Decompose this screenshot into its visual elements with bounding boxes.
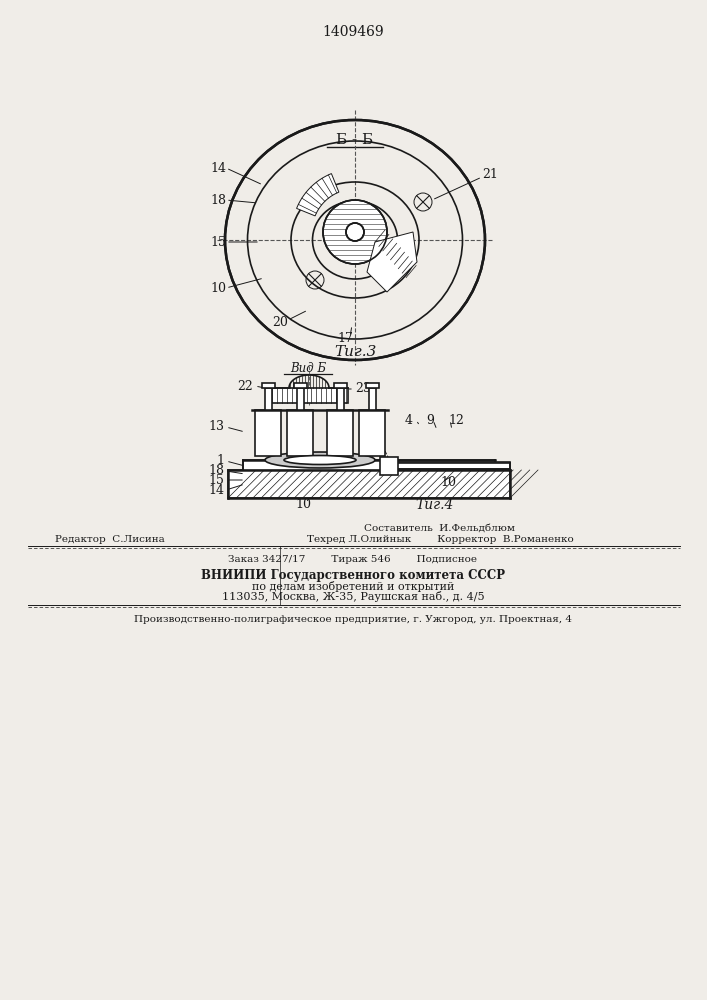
Text: 14: 14 <box>208 484 224 496</box>
Ellipse shape <box>284 456 356 464</box>
Circle shape <box>323 200 387 264</box>
Bar <box>327 410 353 456</box>
Text: 22: 22 <box>238 379 253 392</box>
Text: 12: 12 <box>448 414 464 426</box>
Bar <box>255 410 281 456</box>
Text: Τиг.3: Τиг.3 <box>334 345 376 359</box>
Text: 18: 18 <box>210 194 226 207</box>
Text: 10: 10 <box>295 497 311 510</box>
Text: 15: 15 <box>208 474 224 487</box>
Text: 21: 21 <box>482 168 498 182</box>
Bar <box>337 388 344 410</box>
Text: Составитель  И.Фельдблюм: Составитель И.Фельдблюм <box>365 524 515 532</box>
Bar <box>366 383 379 388</box>
Text: 13: 13 <box>208 420 224 434</box>
Ellipse shape <box>225 120 485 360</box>
Text: ВНИИПИ Государственного комитета СССР: ВНИИПИ Государственного комитета СССР <box>201 568 505 582</box>
Bar <box>380 457 398 475</box>
Text: 18: 18 <box>208 464 224 478</box>
Bar <box>385 462 510 469</box>
Text: 4: 4 <box>405 414 413 426</box>
Text: 113035, Москва, Ж-35, Раушская наб., д. 4/5: 113035, Москва, Ж-35, Раушская наб., д. … <box>222 591 484 602</box>
Text: Редактор  С.Лисина: Редактор С.Лисина <box>55 536 165 544</box>
Polygon shape <box>297 174 339 216</box>
Bar <box>265 388 272 410</box>
Text: 14: 14 <box>210 161 226 174</box>
Text: 17: 17 <box>337 332 353 344</box>
Text: 1409469: 1409469 <box>322 25 384 39</box>
Bar <box>270 388 348 403</box>
Text: Техред Л.Олийнык        Корректор  В.Романенко: Техред Л.Олийнык Корректор В.Романенко <box>307 536 573 544</box>
Bar <box>297 388 304 410</box>
Text: 20: 20 <box>272 316 288 328</box>
Bar <box>294 383 307 388</box>
Text: 10: 10 <box>210 282 226 294</box>
Text: по делам изобретений и открытий: по делам изобретений и открытий <box>252 580 454 591</box>
Text: 23: 23 <box>355 382 371 395</box>
Text: Производственно-полиграфическое предприятие, г. Ужгород, ул. Проектная, 4: Производственно-полиграфическое предприя… <box>134 614 572 624</box>
Text: Б - Б: Б - Б <box>337 133 373 147</box>
Circle shape <box>346 223 364 241</box>
Ellipse shape <box>265 452 375 468</box>
Bar <box>262 383 275 388</box>
Bar <box>359 410 385 456</box>
Bar <box>334 383 347 388</box>
Text: Τиг.4: Τиг.4 <box>416 498 454 512</box>
Bar <box>228 470 510 498</box>
Bar <box>287 410 313 456</box>
Text: Заказ 3427/17        Тираж 546        Подписное: Заказ 3427/17 Тираж 546 Подписное <box>228 554 477 564</box>
Bar <box>369 388 376 410</box>
Text: 1: 1 <box>216 454 224 468</box>
Text: Вид Б: Вид Б <box>290 361 326 374</box>
Polygon shape <box>367 232 417 292</box>
Text: 10: 10 <box>440 476 456 488</box>
Bar <box>243 460 495 470</box>
Text: 15: 15 <box>210 235 226 248</box>
Text: 9: 9 <box>426 414 434 426</box>
